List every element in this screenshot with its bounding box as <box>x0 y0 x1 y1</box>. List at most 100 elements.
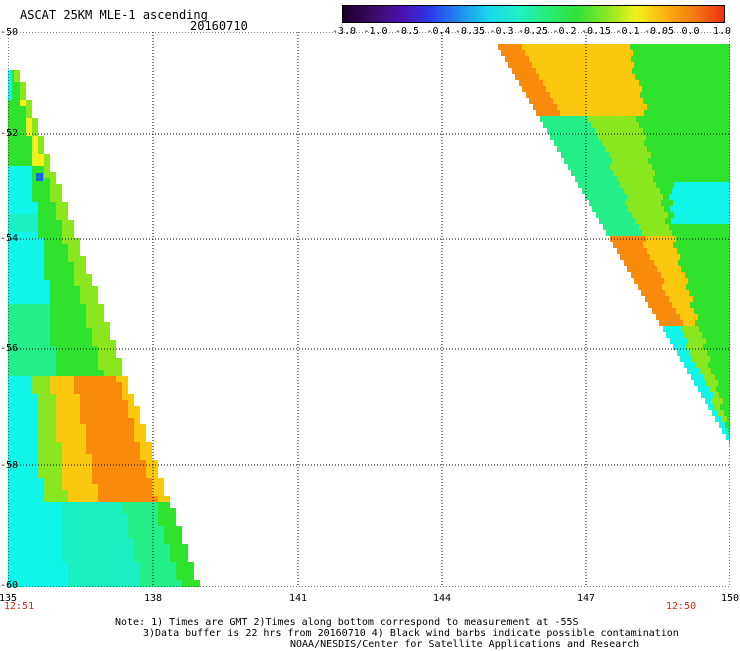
data-cell <box>652 236 658 242</box>
data-cell <box>56 214 62 220</box>
data-cell <box>723 398 729 404</box>
data-cell <box>32 130 38 136</box>
data-cell <box>621 80 627 86</box>
data-cell <box>116 562 122 568</box>
data-cell <box>707 176 713 182</box>
data-cell <box>20 418 26 424</box>
data-cell <box>705 152 711 158</box>
data-cell <box>615 224 621 230</box>
data-cell <box>700 134 706 140</box>
data-cell <box>38 556 44 562</box>
data-cell <box>669 50 675 56</box>
data-cell <box>678 302 684 308</box>
data-cell <box>658 62 664 68</box>
color-scale-tick: -0.2 <box>552 26 577 37</box>
data-cell <box>110 484 116 490</box>
data-cell <box>20 286 26 292</box>
data-cell <box>634 236 640 242</box>
data-cell <box>510 44 516 50</box>
data-cell <box>44 400 50 406</box>
data-cell <box>14 112 20 118</box>
data-cell <box>629 218 635 224</box>
data-cell <box>44 574 50 580</box>
data-cell <box>56 538 62 544</box>
data-cell <box>595 56 601 62</box>
data-cell <box>540 116 546 122</box>
data-cell <box>728 284 730 290</box>
data-cell <box>110 430 116 436</box>
data-cell <box>602 140 608 146</box>
data-cell <box>68 298 74 304</box>
data-cell <box>14 448 20 454</box>
data-cell <box>32 454 38 460</box>
data-cell <box>718 380 724 386</box>
data-cell <box>661 200 667 206</box>
data-cell <box>677 146 683 152</box>
data-cell <box>674 140 680 146</box>
data-cell <box>152 562 158 568</box>
data-cell <box>26 154 32 160</box>
data-cell <box>645 296 651 302</box>
data-cell <box>586 164 592 170</box>
data-cell <box>624 230 630 236</box>
data-cell <box>717 152 723 158</box>
data-cell <box>725 392 730 398</box>
data-cell <box>8 520 14 526</box>
data-cell <box>527 74 533 80</box>
data-cell <box>700 206 706 212</box>
data-cell <box>722 110 728 116</box>
data-cell <box>581 146 587 152</box>
data-cell <box>98 568 104 574</box>
data-cell <box>684 230 690 236</box>
data-cell <box>712 206 718 212</box>
data-cell <box>623 218 629 224</box>
data-cell <box>104 328 110 334</box>
data-cell <box>50 490 56 496</box>
data-cell <box>684 44 690 50</box>
data-cell <box>616 206 622 212</box>
data-cell <box>541 98 547 104</box>
data-cell <box>80 352 86 358</box>
data-cell <box>146 544 152 550</box>
data-cell <box>44 298 50 304</box>
data-cell <box>626 254 632 260</box>
data-cell <box>683 290 689 296</box>
data-cell <box>678 230 684 236</box>
data-cell <box>134 412 140 418</box>
data-cell <box>20 406 26 412</box>
data-cell <box>720 230 726 236</box>
data-cell <box>715 98 721 104</box>
data-cell <box>687 296 693 302</box>
data-cell <box>713 350 719 356</box>
data-cell <box>38 538 44 544</box>
data-cell <box>92 538 98 544</box>
data-cell <box>14 412 20 418</box>
data-cell <box>50 394 56 400</box>
data-cell <box>62 262 68 268</box>
data-cell <box>32 502 38 508</box>
data-cell <box>722 356 728 362</box>
data-cell <box>44 220 50 226</box>
data-cell <box>552 116 558 122</box>
data-cell <box>718 62 724 68</box>
data-cell <box>32 142 38 148</box>
data-cell <box>62 334 68 340</box>
data-cell <box>38 412 44 418</box>
data-cell <box>718 308 724 314</box>
data-cell <box>56 574 62 580</box>
data-cell <box>86 580 92 586</box>
data-cell <box>26 406 32 412</box>
data-cell <box>38 340 44 346</box>
data-cell <box>56 502 62 508</box>
data-cell <box>710 68 716 74</box>
data-cell <box>110 448 116 454</box>
data-cell <box>164 538 170 544</box>
data-cell <box>705 194 711 200</box>
data-cell <box>641 176 647 182</box>
data-cell <box>98 400 104 406</box>
data-cell <box>80 262 86 268</box>
data-cell <box>152 496 158 502</box>
data-cell <box>56 418 62 424</box>
data-cell <box>50 520 56 526</box>
data-cell <box>667 128 673 134</box>
